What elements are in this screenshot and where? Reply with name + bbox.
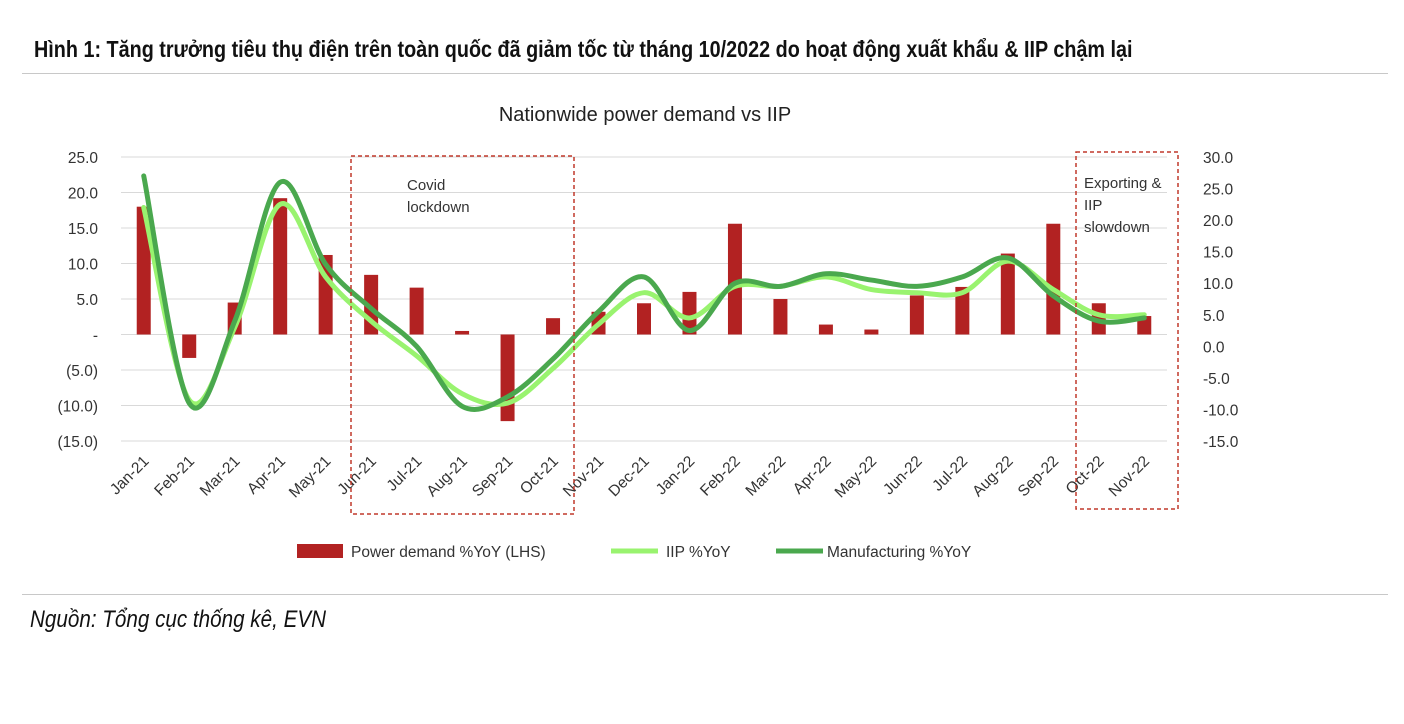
bar-Jan-21 <box>136 206 151 335</box>
x-tick-label: May-21 <box>286 453 335 502</box>
x-tick-label: Feb-22 <box>697 453 744 500</box>
x-tick-label: Jul-22 <box>929 453 971 495</box>
x-tick-label: Mar-21 <box>197 453 244 500</box>
y-left-tick-label: - <box>93 328 98 345</box>
annotation-text: Covid <box>407 177 445 194</box>
y-right-tick-label: -5.0 <box>1203 371 1230 388</box>
x-tick-label: Aug-22 <box>969 453 1016 500</box>
x-tick-label: Aug-21 <box>424 453 471 500</box>
annotation-text: slowdown <box>1084 219 1150 236</box>
bar-Feb-22 <box>727 223 742 335</box>
x-tick-label: Oct-21 <box>517 453 562 498</box>
manufacturing-line <box>141 173 1147 412</box>
bar-Jul-21 <box>409 287 424 335</box>
figure-title: Hình 1: Tăng trưởng tiêu thụ điện trên t… <box>34 36 1133 62</box>
chart: Nationwide power demand vs IIP 25.0 20.0 1… <box>58 104 1239 561</box>
y-right-tick-label: 0.0 <box>1203 339 1225 356</box>
y-right-tick-label: 15.0 <box>1203 245 1234 262</box>
x-tick-label: Jul-21 <box>384 453 426 495</box>
annotation-text: Exporting & <box>1084 175 1162 192</box>
y-right-tick-label: 30.0 <box>1203 150 1234 167</box>
annotations: Covid lockdown Exporting & IIP slowdown <box>350 151 1179 515</box>
x-tick-label: Apr-22 <box>790 453 835 498</box>
y-right-tick-label: 25.0 <box>1203 182 1234 199</box>
x-tick-label: Sep-22 <box>1015 453 1062 500</box>
x-tick-label: Sep-21 <box>469 453 516 500</box>
bar-Jan-22 <box>682 291 697 335</box>
x-tick-label: Nov-21 <box>560 453 607 500</box>
bar-Aug-21 <box>455 330 470 335</box>
source-note: Nguồn: Tổng cục thống kê, EVN <box>30 606 327 633</box>
bar-Jun-22 <box>909 295 924 335</box>
annotation-box <box>1075 151 1179 510</box>
x-tick-label: Apr-21 <box>244 453 289 498</box>
y-axis-left: 25.0 20.0 15.0 10.0 5.0 - (5.0) (10.0) (15.0) <box>58 150 99 451</box>
x-tick-label: Mar-22 <box>743 453 790 500</box>
x-tick-label: Dec-21 <box>605 453 652 500</box>
y-left-tick-label: 25.0 <box>68 150 99 167</box>
x-tick-label: Feb-21 <box>151 453 198 500</box>
legend-label: IIP %YoY <box>666 544 731 561</box>
chart-title: Nationwide power demand vs IIP <box>499 104 791 126</box>
x-tick-label: May-22 <box>832 453 881 502</box>
y-left-tick-label: 20.0 <box>68 186 99 203</box>
top-rule <box>22 73 1388 74</box>
annotation-box <box>350 155 575 515</box>
bar-Apr-22 <box>818 324 833 335</box>
legend-swatch-bar <box>297 544 343 558</box>
y-left-tick-label: (15.0) <box>58 434 99 451</box>
legend-label: Power demand %YoY (LHS) <box>351 544 546 561</box>
x-tick-label: Nov-22 <box>1106 453 1153 500</box>
iip-line <box>141 201 1147 408</box>
bar-series <box>136 198 1152 422</box>
y-left-tick-label: (10.0) <box>58 399 99 416</box>
y-left-tick-label: 10.0 <box>68 257 99 274</box>
y-right-tick-label: 10.0 <box>1203 276 1234 293</box>
bar-May-22 <box>864 329 879 335</box>
y-left-tick-label: 5.0 <box>76 292 98 309</box>
bar-Sep-21 <box>500 334 515 422</box>
x-tick-label: Jan-21 <box>107 453 153 499</box>
bottom-rule <box>22 594 1388 595</box>
y-right-tick-label: -15.0 <box>1203 434 1239 451</box>
y-right-tick-label: 20.0 <box>1203 213 1234 230</box>
x-tick-label: Jun-21 <box>334 453 380 499</box>
bar-Jul-22 <box>955 286 970 335</box>
x-tick-label: Oct-22 <box>1063 453 1108 498</box>
x-tick-label: Jun-22 <box>880 453 926 499</box>
legend-label: Manufacturing %YoY <box>827 544 971 561</box>
y-right-tick-label: -10.0 <box>1203 402 1239 419</box>
legend: Power demand %YoY (LHS) IIP %YoY Manufactu… <box>297 544 971 561</box>
bar-Feb-21 <box>182 334 197 358</box>
y-right-tick-label: 5.0 <box>1203 308 1225 325</box>
x-tick-label: Jan-22 <box>653 453 699 499</box>
bar-Dec-21 <box>637 303 651 335</box>
y-left-tick-label: (5.0) <box>66 363 98 380</box>
y-axis-right: 30.0 25.0 20.0 15.0 10.0 5.0 0.0 -5.0 -10.0 -15.0 <box>1203 150 1239 451</box>
annotation-text: IIP <box>1084 197 1102 214</box>
y-left-tick-label: 15.0 <box>68 221 99 238</box>
bar-Sep-22 <box>1046 223 1061 335</box>
bar-Oct-21 <box>546 318 561 335</box>
bar-Apr-21 <box>273 198 288 335</box>
line-series <box>141 173 1147 412</box>
annotation-text: lockdown <box>407 199 470 216</box>
bar-Mar-22 <box>773 299 788 335</box>
bar-Aug-22 <box>1000 253 1015 335</box>
